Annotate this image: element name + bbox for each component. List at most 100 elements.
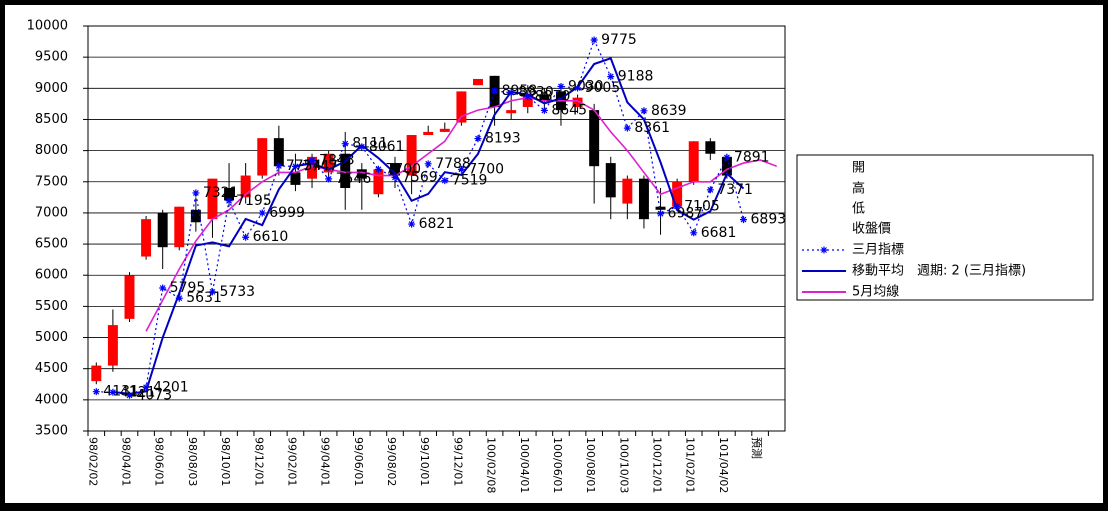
marker — [690, 229, 698, 237]
y-tick-label: 10000 — [27, 19, 68, 34]
value-label: 8870 — [535, 88, 571, 104]
value-label: 6893 — [751, 212, 787, 228]
value-label: 4201 — [153, 379, 189, 395]
x-tick-label: 99/02/01 — [285, 437, 298, 486]
candle-body — [290, 172, 301, 185]
value-label: 6610 — [253, 229, 289, 245]
x-tick-label: 99/04/01 — [319, 437, 332, 486]
marker — [192, 189, 200, 197]
y-tick-label: 9000 — [35, 81, 68, 96]
candle-body — [473, 78, 483, 86]
x-tick-label: 100/06/01 — [551, 437, 564, 493]
value-label: 4073 — [136, 387, 172, 403]
candle-body — [240, 175, 251, 198]
x-tick-label: 98/04/01 — [119, 437, 132, 486]
candle-body — [323, 153, 334, 173]
marker — [557, 82, 565, 90]
marker — [673, 202, 681, 210]
legend-label: 移動平均 週期: 2 (三月指標) — [852, 264, 1026, 279]
marker — [159, 284, 167, 292]
value-label: 7195 — [236, 193, 272, 209]
legend-label: 三月指標 — [852, 243, 904, 258]
y-tick-label: 5500 — [35, 299, 68, 314]
x-tick-label: 預測 — [750, 437, 764, 459]
y-tick-label: 8500 — [35, 112, 68, 127]
y-tick-label: 4500 — [35, 361, 68, 376]
candle-body — [589, 110, 600, 167]
marker — [424, 160, 432, 168]
value-label: 6999 — [269, 205, 305, 221]
candle-body — [356, 169, 367, 179]
marker — [358, 143, 366, 151]
value-label: 9030 — [568, 78, 604, 94]
candle-body — [688, 141, 699, 182]
value-label: 7747 — [302, 158, 338, 174]
marker — [208, 288, 216, 296]
value-label: 5795 — [170, 280, 206, 296]
marker — [491, 87, 499, 95]
marker — [740, 216, 748, 224]
candle-body — [257, 138, 268, 176]
candle-body — [157, 212, 168, 248]
value-label: 7754 — [286, 158, 322, 174]
x-tick-label: 100/08/01 — [584, 437, 597, 493]
value-label: 7519 — [452, 173, 488, 189]
candle-body — [506, 110, 517, 114]
marker — [540, 106, 548, 114]
candle-body — [439, 128, 450, 132]
legend-marker — [820, 246, 828, 254]
marker — [441, 177, 449, 185]
marker — [706, 186, 714, 194]
legend-label: 低 — [852, 202, 865, 217]
marker — [391, 173, 399, 181]
candle-body — [190, 209, 201, 223]
value-label: 7105 — [684, 198, 720, 214]
marker — [308, 156, 316, 164]
x-tick-label: 101/02/01 — [684, 437, 697, 493]
marker — [175, 294, 183, 302]
marker — [474, 135, 482, 143]
value-label: 7569 — [402, 169, 438, 185]
value-label: 7788 — [435, 156, 471, 172]
value-label: 6681 — [701, 225, 737, 241]
value-label: 7700 — [385, 161, 421, 177]
x-tick-label: 99/06/01 — [352, 437, 365, 486]
value-label: 5631 — [186, 290, 222, 306]
marker — [507, 89, 515, 97]
x-tick-label: 99/10/01 — [418, 437, 431, 486]
value-label: 8645 — [551, 102, 587, 118]
legend-label: 高 — [852, 181, 865, 197]
marker — [374, 165, 382, 173]
marker — [92, 388, 100, 396]
y-tick-label: 9500 — [35, 50, 68, 65]
marker — [142, 383, 150, 391]
candle-body — [174, 206, 185, 248]
x-tick-label: 100/10/03 — [617, 437, 630, 493]
candle-body — [605, 163, 616, 198]
value-label: 7371 — [717, 182, 753, 198]
candle-body — [91, 365, 102, 382]
x-tick-label: 98/10/01 — [219, 437, 232, 486]
marker — [258, 209, 266, 217]
candle-body — [672, 181, 683, 207]
value-label: 9188 — [618, 69, 654, 85]
candle-body — [373, 169, 384, 195]
x-tick-label: 98/08/03 — [186, 437, 199, 486]
marker — [590, 36, 598, 44]
marker — [109, 388, 117, 396]
series-line — [96, 38, 745, 396]
marker — [524, 92, 532, 100]
marker — [225, 197, 233, 205]
candle-body — [340, 153, 351, 188]
marker — [623, 124, 631, 132]
marker — [607, 73, 615, 81]
candle-body — [390, 163, 400, 176]
marker — [275, 162, 283, 170]
value-label: 7546 — [336, 171, 372, 187]
value-label: 7843 — [319, 152, 355, 168]
candle-body — [721, 156, 732, 176]
marker — [574, 84, 582, 92]
value-label: 8639 — [651, 103, 687, 119]
candle-body — [522, 94, 533, 107]
